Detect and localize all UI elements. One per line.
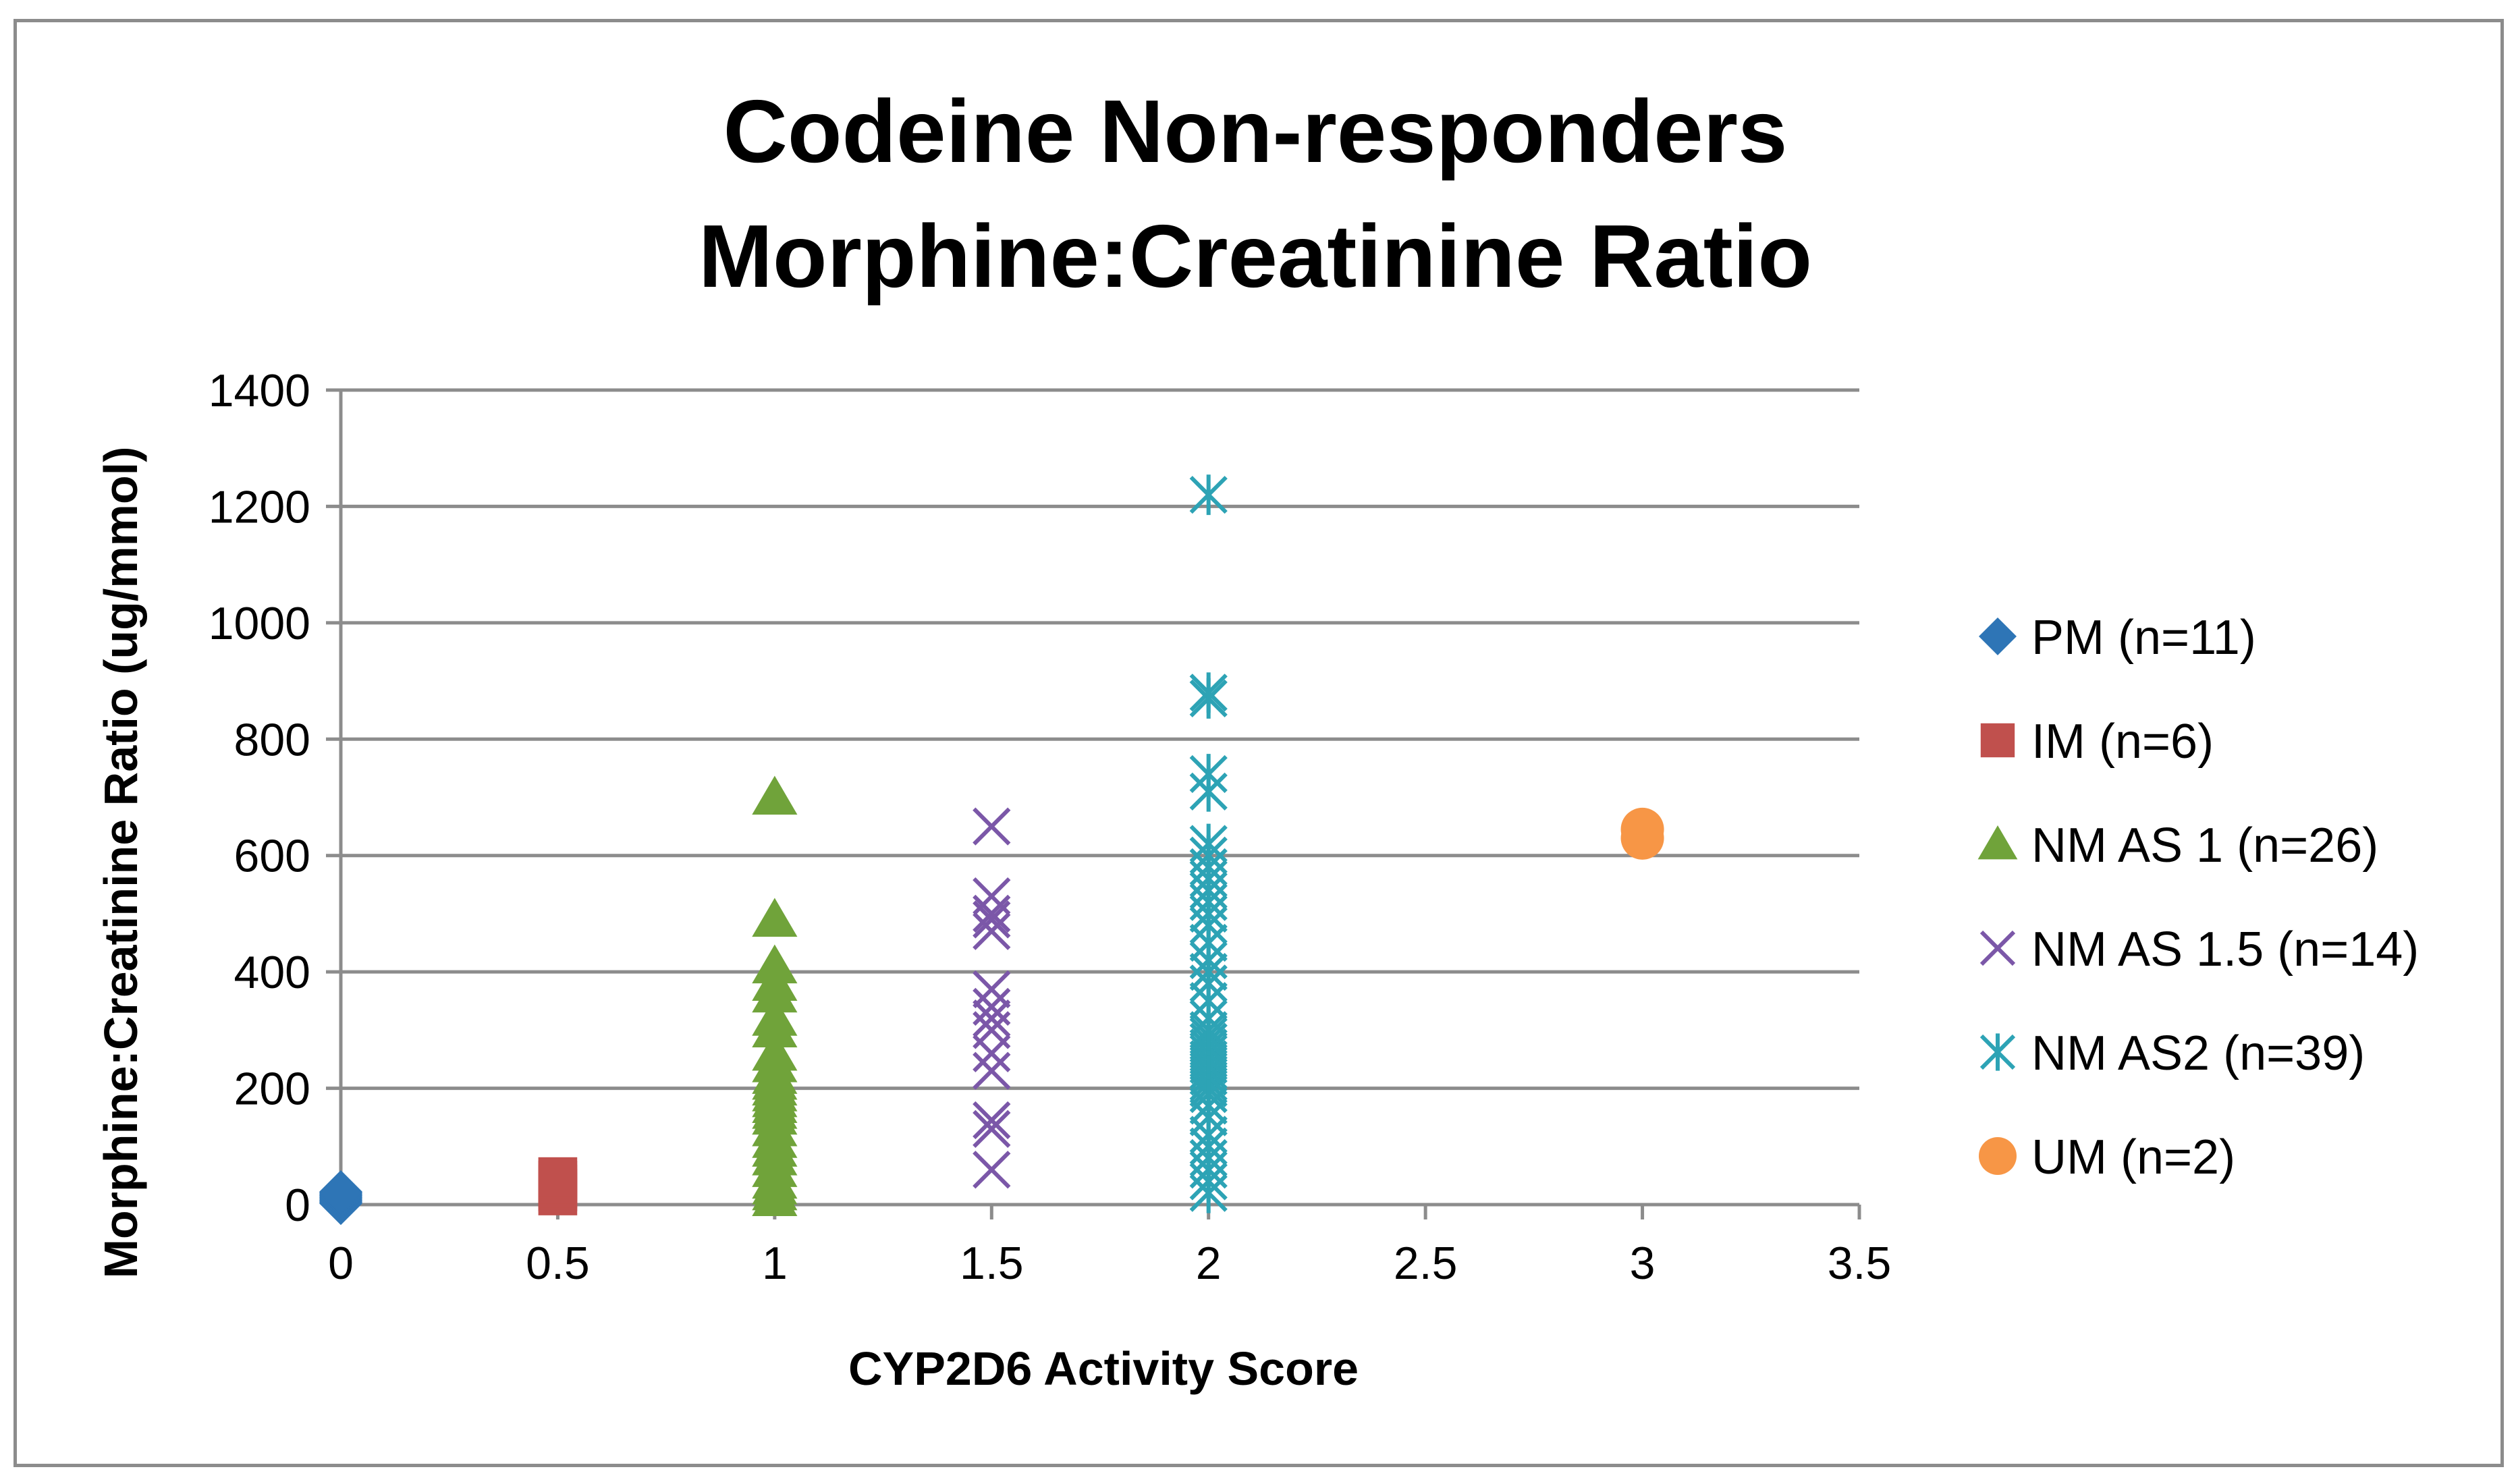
- series-1: [538, 1157, 578, 1215]
- y-tick-label: 1400: [209, 365, 310, 416]
- x-axis-ticks: 0 0.5 1 1.5 2 2.5 3 3.5: [328, 1238, 1891, 1289]
- series-2: [752, 775, 798, 1216]
- data-point: [538, 1157, 578, 1197]
- axes: [339, 390, 1861, 1219]
- data-points: [319, 474, 1664, 1226]
- chart-frame: [13, 19, 2504, 1467]
- y-tick-label: 400: [234, 947, 310, 998]
- legend-item: UM (n=2): [1979, 1130, 2235, 1184]
- x-tick-label: 1.5: [960, 1238, 1024, 1289]
- y-axis-ticks: 0 200 400 600 800 1000 1200 1400: [209, 365, 310, 1231]
- x-tick-label: 3: [1630, 1238, 1656, 1289]
- legend-marker: [1977, 825, 2018, 860]
- series-3: [973, 807, 1011, 1189]
- data-point: [973, 1109, 1011, 1149]
- data-point: [752, 1031, 798, 1071]
- data-point: [973, 807, 1011, 846]
- y-axis-title: Morphine:Creatinine Ratio (ug/mmol): [94, 447, 147, 1279]
- y-tick-label: 600: [234, 831, 310, 882]
- data-point: [973, 912, 1011, 950]
- legend-marker: [1979, 1033, 2016, 1071]
- y-tick-label: 200: [234, 1064, 310, 1115]
- legend-label: PM (n=11): [2031, 611, 2256, 665]
- data-point: [973, 1101, 1011, 1140]
- series-4: [1189, 474, 1228, 1213]
- x-tick-label: 0: [328, 1238, 354, 1289]
- legend-marker: [1979, 930, 2016, 966]
- data-point: [973, 894, 1011, 933]
- chart-title: Codeine Non-responders Morphine:Creatini…: [699, 82, 1812, 306]
- x-tick-label: 3.5: [1828, 1238, 1892, 1289]
- data-point: [752, 997, 798, 1036]
- data-point: [752, 898, 798, 937]
- data-point: [319, 1170, 362, 1214]
- legend-label: NM AS 1.5 (n=14): [2031, 923, 2419, 977]
- x-tick-label: 2.5: [1394, 1238, 1458, 1289]
- legend-item: NM AS 1 (n=26): [1977, 819, 2378, 873]
- y-tick-label: 1200: [209, 481, 310, 532]
- legend-item: PM (n=11): [1979, 611, 2256, 665]
- data-point: [752, 775, 798, 815]
- x-axis-title: CYP2D6 Activity Score: [848, 1342, 1359, 1395]
- legend-item: IM (n=6): [1980, 715, 2214, 769]
- data-point: [1189, 474, 1228, 516]
- data-point: [973, 1151, 1011, 1189]
- data-point: [1620, 807, 1664, 851]
- legend-label: IM (n=6): [2031, 715, 2214, 769]
- data-point: [1189, 754, 1228, 794]
- legend-item: NM AS2 (n=39): [1979, 1026, 2365, 1080]
- legend-item: NM AS 1.5 (n=14): [1979, 923, 2419, 977]
- chart-title-line-1: Codeine Non-responders: [723, 82, 1788, 181]
- data-point: [973, 999, 1011, 1038]
- chart-title-line-2: Morphine:Creatinine Ratio: [699, 207, 1812, 306]
- legend-marker: [1979, 1137, 2017, 1175]
- legend-label: UM (n=2): [2031, 1130, 2235, 1184]
- x-tick-label: 0.5: [526, 1238, 590, 1289]
- series-5: [1620, 807, 1664, 860]
- y-tick-label: 0: [285, 1180, 310, 1231]
- data-point: [1189, 823, 1228, 864]
- data-point: [973, 987, 1011, 1026]
- legend-marker: [1980, 723, 2015, 758]
- data-point: [1189, 672, 1228, 713]
- x-tick-label: 2: [1196, 1238, 1222, 1289]
- y-tick-label: 800: [234, 714, 310, 765]
- legend-marker: [1979, 617, 2017, 655]
- data-point: [752, 944, 798, 984]
- legend-label: NM AS2 (n=39): [2031, 1026, 2365, 1080]
- legend: PM (n=11) IM (n=6) NM AS 1 (n=26) NM AS 1.5…: [1977, 611, 2419, 1184]
- gridlines: [326, 388, 1859, 1207]
- legend-label: NM AS 1 (n=26): [2031, 819, 2378, 873]
- data-point: [973, 970, 1011, 1009]
- y-tick-label: 1000: [209, 598, 310, 649]
- x-tick-label: 1: [762, 1238, 788, 1289]
- series-0: [319, 1170, 362, 1226]
- data-point: [973, 877, 1011, 916]
- data-point: [973, 1051, 1011, 1090]
